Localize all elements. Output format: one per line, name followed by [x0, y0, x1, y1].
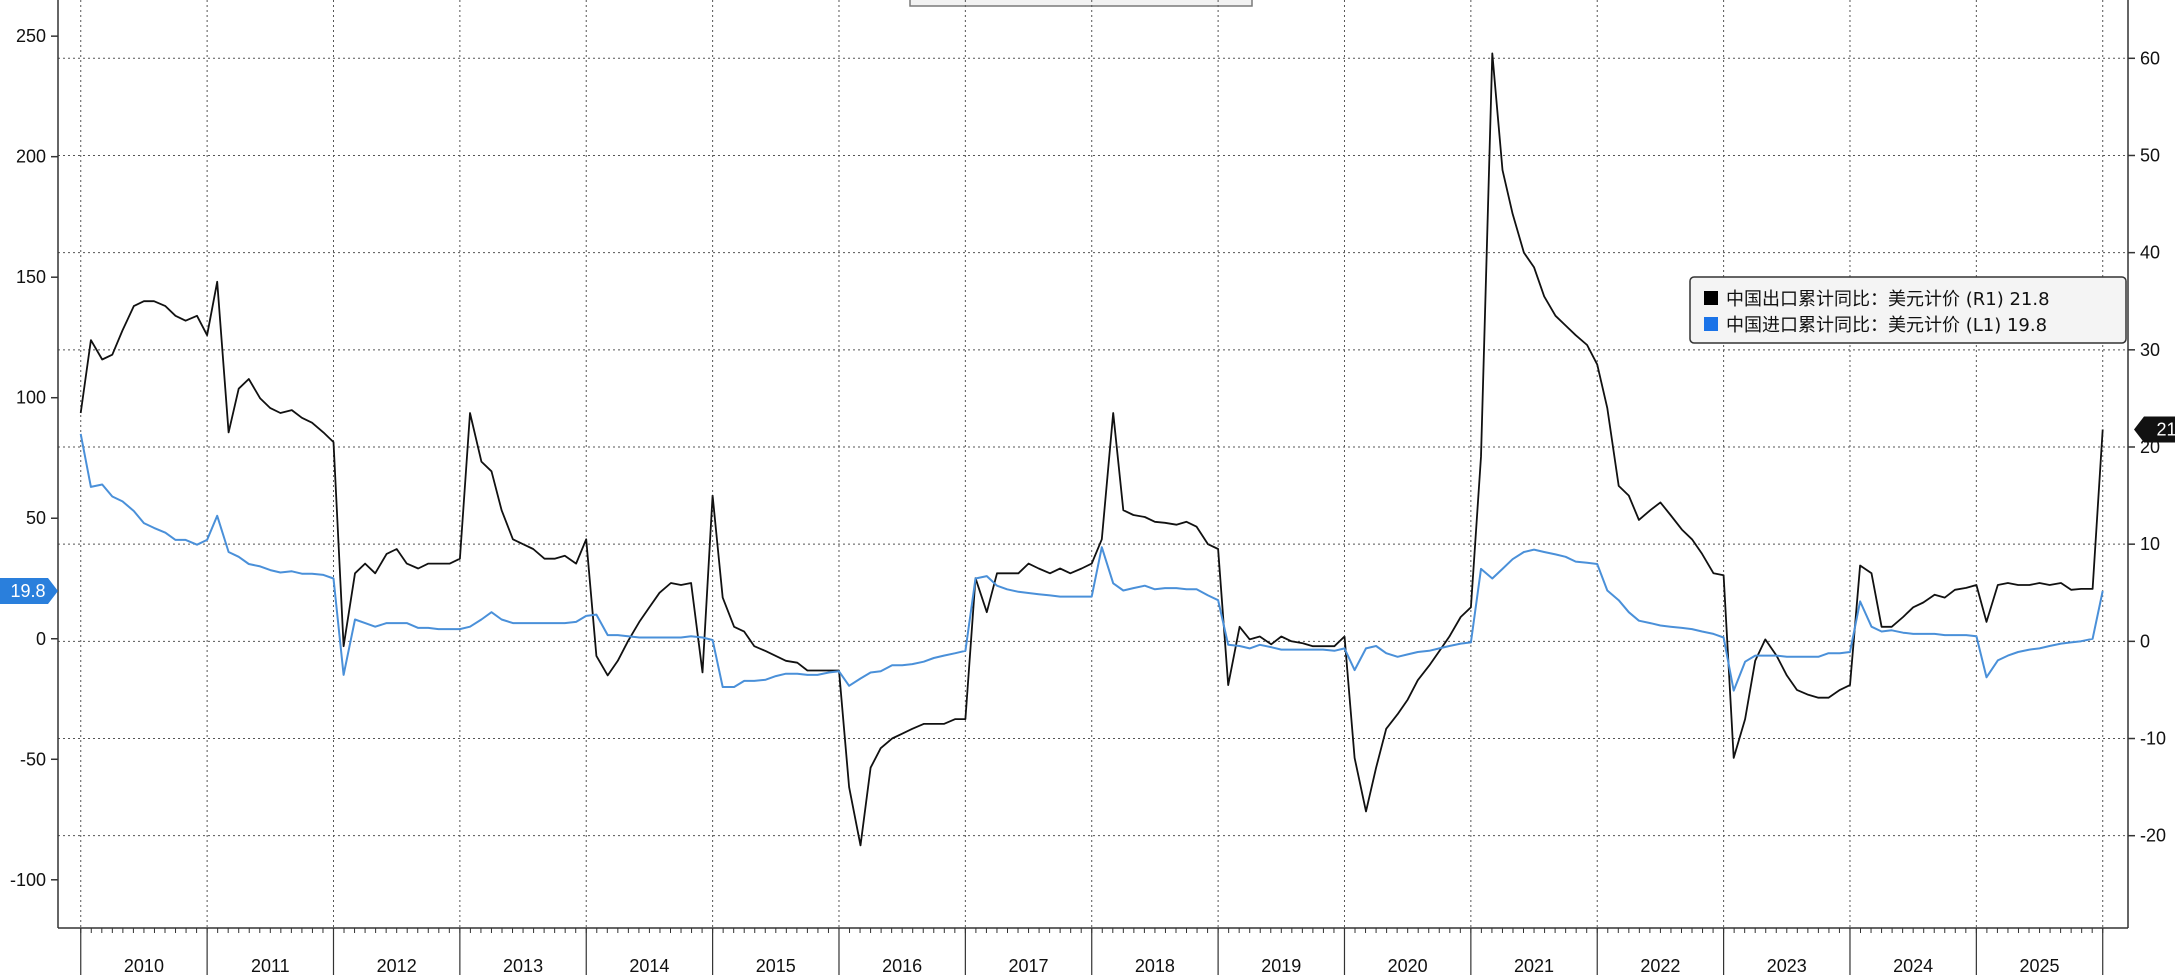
- year-label: 2019: [1261, 956, 1301, 975]
- year-label: 2010: [124, 956, 164, 975]
- imports-value-flag: [0, 578, 58, 605]
- left-tick-label: 150: [16, 267, 46, 287]
- right-tick-label: 10: [2140, 534, 2160, 554]
- value-flag-label: 19.8: [10, 581, 45, 601]
- year-label: 2023: [1767, 956, 1807, 975]
- year-label: 2012: [377, 956, 417, 975]
- value-flags: 21.8 19.8: [0, 416, 2175, 605]
- year-label: 2025: [2020, 956, 2060, 975]
- right-tick-label: 60: [2140, 48, 2160, 68]
- legend-swatch: [1704, 291, 1718, 305]
- year-label: 2022: [1640, 956, 1680, 975]
- series-line-imports: [79, 433, 2104, 692]
- right-tick-label: 40: [2140, 243, 2160, 263]
- year-label: 2021: [1514, 956, 1554, 975]
- year-label: 2017: [1009, 956, 1049, 975]
- year-label: 2013: [503, 956, 543, 975]
- legend-box: [1689, 276, 2127, 344]
- gridlines: [58, 0, 2128, 928]
- series-lines: [79, 52, 2104, 847]
- right-tick-label: -20: [2140, 826, 2166, 846]
- left-tick-label: 100: [16, 388, 46, 408]
- left-tick-label: 200: [16, 147, 46, 167]
- year-label: 2014: [629, 956, 669, 975]
- right-tick-label: 0: [2140, 631, 2150, 651]
- year-label: 2015: [756, 956, 796, 975]
- legend-entry-label: 中国出口累计同比：美元计价 (R1) 21.8: [1726, 289, 2050, 310]
- series-line-exports: [79, 52, 2104, 847]
- year-label: 2018: [1135, 956, 1175, 975]
- exports-value-flag: [2134, 416, 2175, 443]
- right-tick-label: 30: [2140, 340, 2160, 360]
- year-label: 2011: [251, 956, 290, 975]
- year-label: 2020: [1388, 956, 1428, 975]
- right-tick-label: -10: [2140, 729, 2166, 749]
- left-tick-label: -100: [10, 870, 46, 890]
- year-label: 2024: [1893, 956, 1933, 975]
- legend: 中国出口累计同比：美元计价 (R1) 21.8 中国进口累计同比：美元计价 (L1…: [1689, 276, 2127, 344]
- left-tick-label: -50: [20, 749, 46, 769]
- left-tick-label: 250: [16, 26, 46, 46]
- left-tick-label: 50: [26, 508, 46, 528]
- legend-entry-label: 中国进口累计同比：美元计价 (L1) 19.8: [1726, 315, 2047, 336]
- top-toolbar-strip: [909, 0, 1253, 7]
- left-tick-label: 0: [36, 629, 46, 649]
- legend-swatch: [1704, 317, 1718, 331]
- value-flag-label: 21.8: [2156, 420, 2175, 440]
- year-label: 2016: [882, 956, 922, 975]
- axes: 250 200 150 100 50 0 -50 -100 60 50 40 30 2010 0 -10 -2…: [10, 0, 2166, 975]
- right-tick-label: 50: [2140, 145, 2160, 165]
